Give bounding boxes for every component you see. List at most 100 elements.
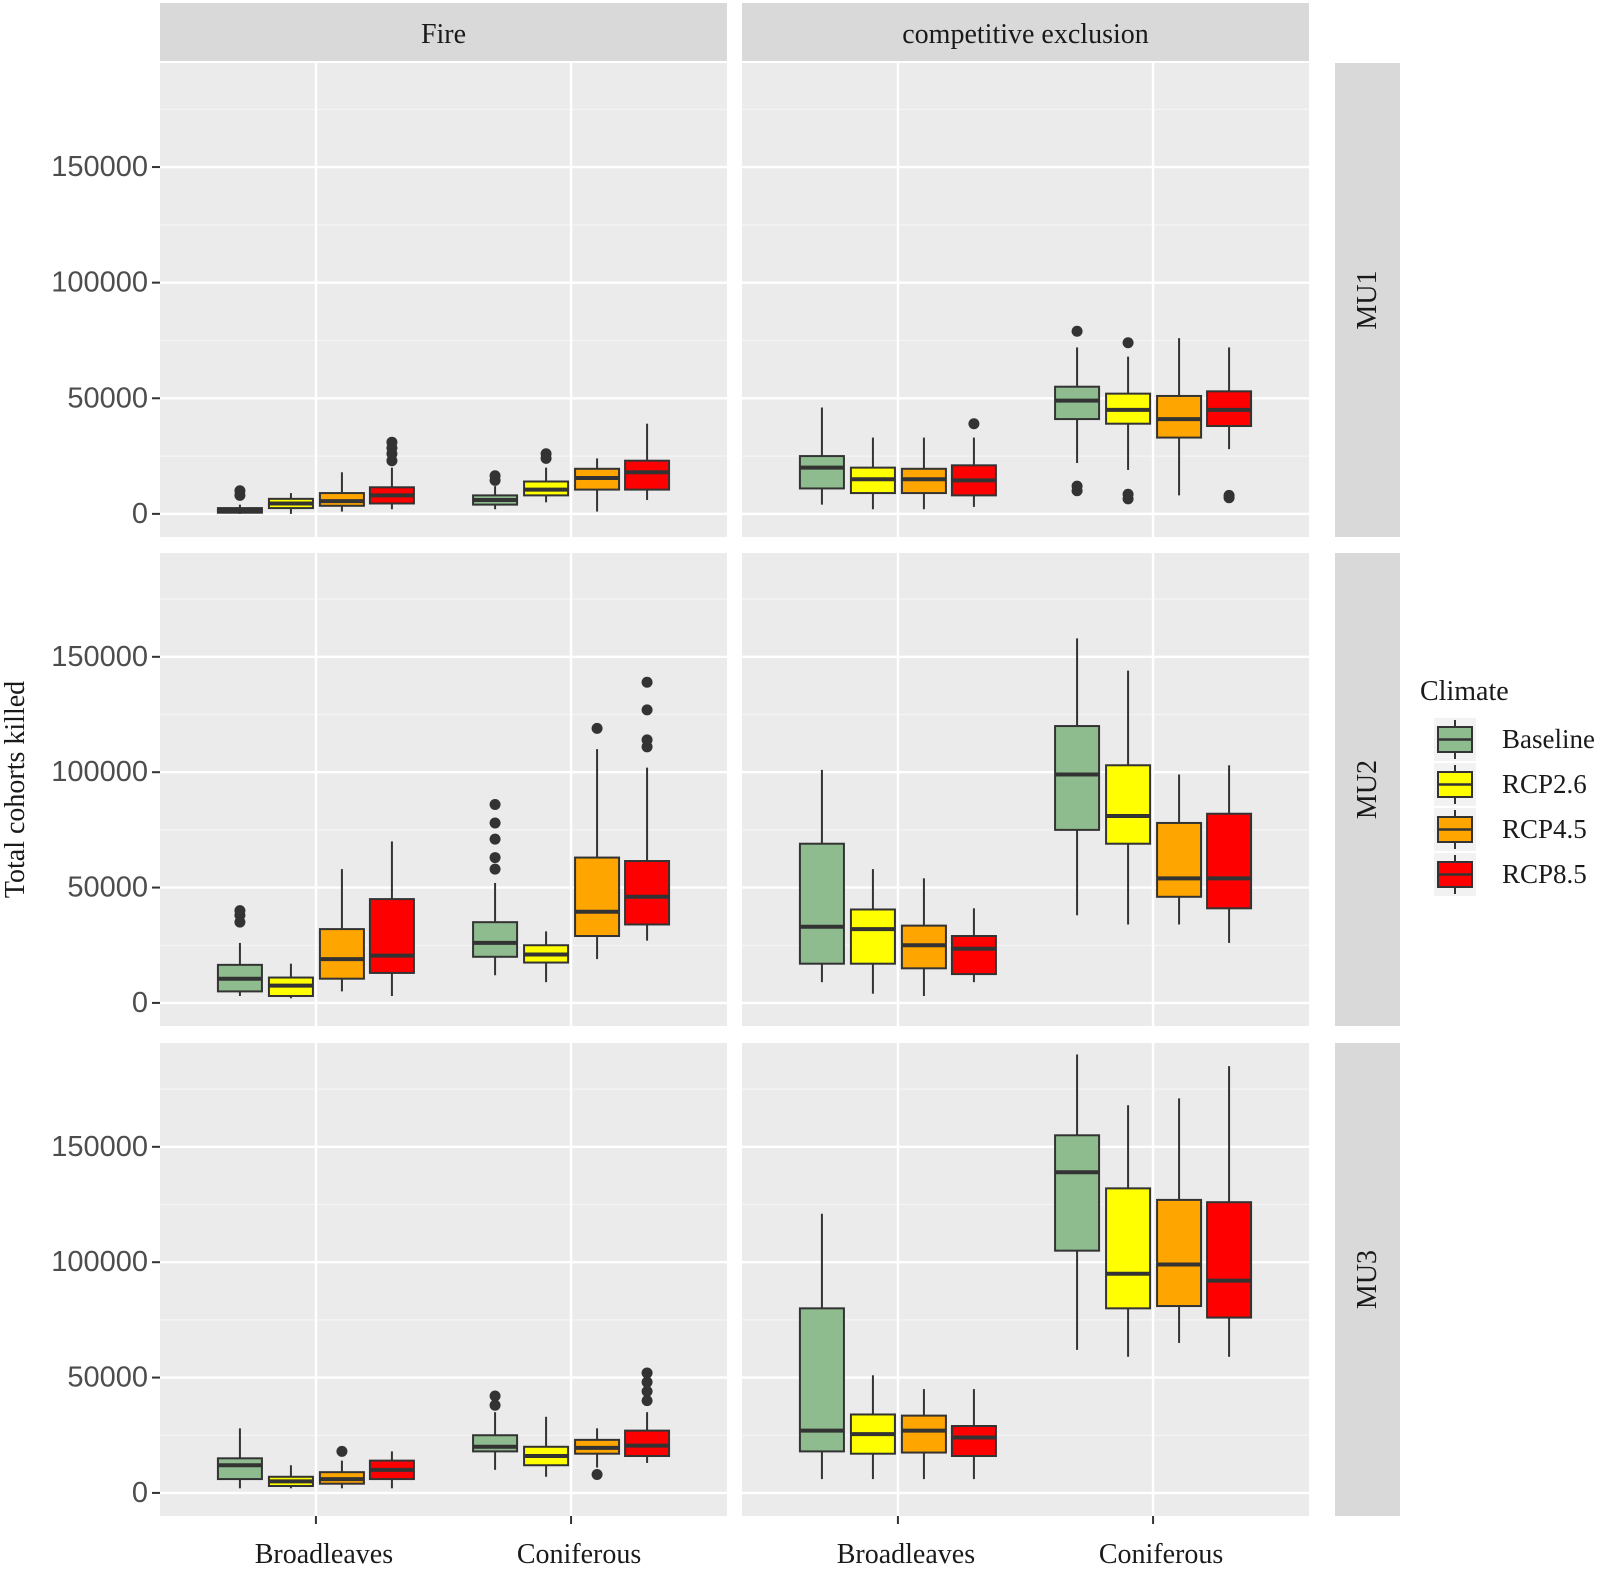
outlier-point — [489, 470, 501, 482]
facet-row-label: MU1 — [1352, 270, 1383, 329]
box-iqr — [900, 1414, 947, 1454]
box-iqr — [624, 459, 671, 491]
box-iqr — [624, 1429, 671, 1458]
outlier-point — [1223, 489, 1235, 501]
y-tick-label: 150000 — [51, 151, 148, 183]
boxplot-rcp85 — [950, 418, 997, 507]
box-iqr — [624, 860, 671, 926]
outlier-point — [591, 1468, 603, 1480]
boxplot-rcp85 — [1206, 765, 1253, 943]
y-tick-label: 150000 — [51, 641, 148, 673]
boxplot-baseline — [1054, 638, 1101, 916]
y-tick-label: 150000 — [51, 1131, 148, 1163]
x-category-label: Coniferous — [517, 1539, 641, 1570]
facet-row-label: MU3 — [1352, 1250, 1383, 1309]
boxplot-baseline — [798, 769, 845, 983]
boxplot-rcp85 — [950, 908, 997, 983]
boxplot-rcp45 — [574, 1428, 621, 1480]
outlier-point — [489, 798, 501, 810]
x-category-label: Coniferous — [1099, 1539, 1223, 1570]
box-iqr — [950, 935, 997, 976]
boxplot-rcp26 — [267, 493, 314, 514]
facet-strip — [160, 3, 727, 61]
boxplot-rcp85 — [1206, 1066, 1253, 1357]
boxplot-rcp85 — [368, 1451, 415, 1489]
boxplot-rcp85 — [1206, 347, 1253, 504]
boxplot-rcp26 — [523, 1416, 570, 1477]
y-tick-label: 50000 — [67, 872, 148, 904]
box-iqr — [1054, 385, 1101, 421]
facet-row-strip — [1335, 63, 1400, 537]
box-iqr — [798, 455, 845, 490]
facet-panel — [160, 63, 727, 537]
boxplot-rcp26 — [849, 1375, 896, 1480]
boxplot-baseline — [798, 1213, 845, 1480]
outlier-point — [489, 863, 501, 875]
facet-panel — [742, 63, 1309, 537]
boxplot-rcp85 — [368, 841, 415, 997]
boxplot-rcp26 — [523, 931, 570, 983]
box-iqr — [1206, 1201, 1253, 1319]
boxplot-rcp85 — [624, 676, 671, 941]
boxplot-rcp45 — [318, 1445, 365, 1489]
facet-panel — [742, 553, 1309, 1026]
legend-label: Baseline — [1502, 724, 1595, 754]
boxplot-rcp26 — [1105, 670, 1152, 925]
box-iqr — [574, 856, 621, 938]
outlier-point — [641, 676, 653, 688]
y-tick-label: 0 — [132, 1477, 148, 1509]
legend-label: RCP8.5 — [1502, 859, 1587, 889]
boxplot-baseline — [472, 1390, 519, 1470]
facet-panel — [160, 1043, 727, 1516]
boxplot-rcp45 — [574, 458, 621, 512]
outlier-point — [386, 436, 398, 448]
boxplot-baseline — [472, 470, 519, 510]
outlier-point — [968, 418, 980, 430]
y-tick-label: 100000 — [51, 756, 148, 788]
boxplot-baseline — [216, 1428, 263, 1489]
boxplot-rcp45 — [1156, 774, 1203, 925]
box-iqr — [1054, 1134, 1101, 1252]
outlier-point — [234, 905, 246, 917]
boxplot-baseline — [472, 798, 519, 976]
box-iqr — [1206, 812, 1253, 910]
outlier-point — [489, 1399, 501, 1411]
boxplot-rcp45 — [900, 437, 947, 510]
box-iqr — [1156, 394, 1203, 439]
boxplot-rcp45 — [1156, 338, 1203, 496]
outlier-point — [641, 704, 653, 716]
box-iqr — [798, 842, 845, 965]
y-tick-label: 0 — [132, 498, 148, 530]
outlier-point — [641, 1367, 653, 1379]
y-axis-title: Total cohorts killed — [0, 681, 31, 898]
facet-row-strip — [1335, 553, 1400, 1026]
boxplot-rcp26 — [267, 963, 314, 999]
boxplot-baseline — [216, 905, 263, 997]
outlier-point — [641, 1395, 653, 1407]
outlier-point — [489, 833, 501, 845]
panel-background — [160, 553, 727, 1026]
outlier-point — [234, 485, 246, 497]
boxplot-baseline — [1054, 325, 1101, 497]
outlier-point — [641, 1385, 653, 1397]
boxplot-rcp45 — [900, 1389, 947, 1480]
box-iqr — [1105, 764, 1152, 845]
facet-row-label: MU2 — [1352, 760, 1383, 819]
boxplot-rcp26 — [849, 869, 896, 994]
boxplot-baseline — [1054, 1054, 1101, 1350]
boxplot-rcp26 — [1105, 1105, 1152, 1357]
boxplot-baseline — [216, 485, 263, 514]
facet-panel — [160, 553, 727, 1026]
legend-title: Climate — [1420, 676, 1509, 707]
y-tick-label: 100000 — [51, 267, 148, 299]
facet-strip-label: competitive exclusion — [902, 19, 1149, 50]
legend: Climate Baseline RCP2.6 RCP4.5 RCP8.5 — [1420, 676, 1595, 896]
legend-label: RCP4.5 — [1502, 814, 1587, 844]
legend-label: RCP2.6 — [1502, 769, 1587, 799]
boxplot-rcp85 — [368, 436, 415, 510]
outlier-point — [489, 852, 501, 864]
facet-row-strip — [1335, 1043, 1400, 1516]
boxplot-rcp26 — [267, 1465, 314, 1489]
box-iqr — [950, 1425, 997, 1458]
boxplot-rcp45 — [318, 869, 365, 992]
